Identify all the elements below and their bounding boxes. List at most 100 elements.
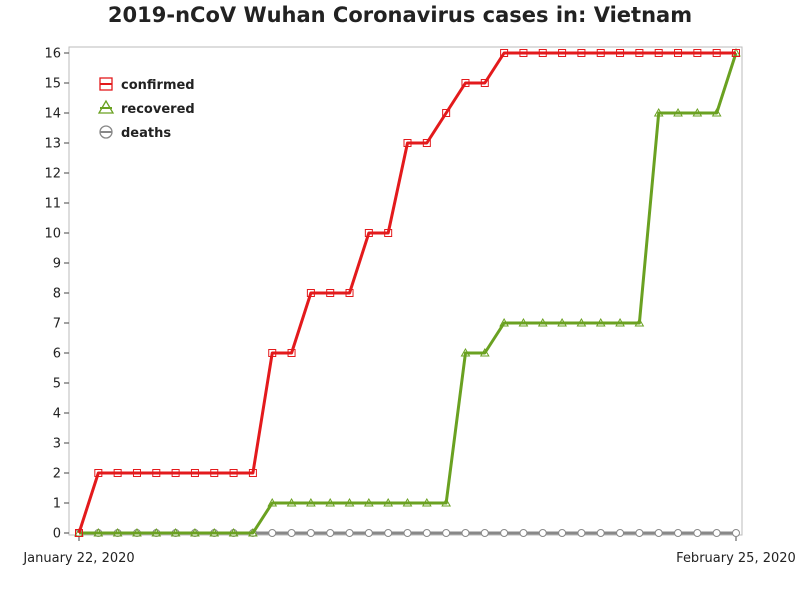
data-point-confirmed <box>403 139 412 147</box>
series-line-recovered <box>79 52 738 535</box>
legend-marker-square <box>99 77 113 91</box>
chart-title: 2019-nCoV Wuhan Coronavirus cases in: Vi… <box>108 3 692 27</box>
data-point-recovered <box>441 497 452 507</box>
data-point-recovered <box>170 527 181 537</box>
data-point-recovered <box>692 107 703 117</box>
x-axis: January 22, 2020 February 25, 2020 <box>22 535 796 566</box>
y-tick-label: 6 <box>53 347 61 362</box>
data-point-deaths <box>403 529 412 537</box>
y-tick-label: 14 <box>44 107 61 122</box>
data-point-confirmed <box>558 49 567 57</box>
legend-item-deaths: deaths <box>99 125 171 141</box>
data-point-confirmed <box>732 49 740 57</box>
legend-item-recovered: recovered <box>97 99 195 117</box>
data-point-deaths <box>364 529 373 537</box>
data-point-confirmed <box>674 49 683 57</box>
y-tick-label: 5 <box>53 377 61 392</box>
y-tick-label: 1 <box>53 497 61 512</box>
data-point-confirmed <box>654 49 663 57</box>
y-tick-label: 3 <box>53 437 61 452</box>
data-point-confirmed <box>422 139 431 147</box>
data-point-deaths <box>500 529 509 537</box>
data-point-confirmed <box>210 469 219 477</box>
data-point-deaths <box>654 529 663 537</box>
data-point-recovered <box>402 497 413 507</box>
data-point-confirmed <box>616 49 625 57</box>
data-point-confirmed <box>268 349 277 357</box>
data-point-recovered <box>209 527 220 537</box>
data-point-confirmed <box>693 49 702 57</box>
data-point-deaths <box>635 529 644 537</box>
data-point-recovered <box>673 107 683 117</box>
data-point-deaths <box>326 529 335 537</box>
data-point-deaths <box>538 529 547 537</box>
data-point-recovered <box>615 317 625 327</box>
legend-marker-circle <box>99 125 113 139</box>
series-confirmed <box>75 49 740 537</box>
data-point-recovered <box>383 497 394 507</box>
y-tick-label: 4 <box>53 407 61 422</box>
data-point-deaths <box>268 529 277 537</box>
data-point-deaths <box>732 529 740 537</box>
data-point-recovered <box>112 527 123 537</box>
legend-label-deaths: deaths <box>121 126 171 141</box>
data-point-confirmed <box>94 469 103 477</box>
data-point-recovered <box>248 527 258 537</box>
legend-item-confirmed: confirmed <box>99 77 195 93</box>
data-point-recovered <box>93 527 104 537</box>
data-point-recovered <box>132 527 142 537</box>
data-point-deaths <box>442 529 451 537</box>
data-point-recovered <box>576 317 587 327</box>
data-point-recovered <box>286 497 297 507</box>
data-point-confirmed <box>306 289 315 297</box>
data-point-deaths <box>480 529 489 537</box>
data-point-recovered <box>421 497 432 507</box>
data-point-deaths <box>596 529 605 537</box>
data-point-recovered <box>460 347 471 357</box>
data-point-deaths <box>519 529 528 537</box>
data-point-deaths <box>384 529 393 537</box>
data-point-confirmed <box>538 49 547 57</box>
y-tick-label: 11 <box>44 197 61 212</box>
data-point-confirmed <box>519 49 528 57</box>
y-tick-label: 15 <box>44 77 61 92</box>
data-point-recovered <box>267 497 278 507</box>
data-point-confirmed <box>480 79 489 87</box>
data-point-recovered <box>228 527 239 537</box>
x-tick-label-end: February 25, 2020 <box>676 551 796 566</box>
legend: confirmed recovered deaths <box>97 77 195 141</box>
data-point-recovered <box>653 107 664 117</box>
data-point-confirmed <box>345 289 354 297</box>
data-point-confirmed <box>75 529 83 537</box>
data-point-confirmed <box>364 229 373 237</box>
y-tick-label: 9 <box>53 257 61 272</box>
data-point-recovered <box>595 317 606 327</box>
data-point-confirmed <box>635 49 644 57</box>
data-point-recovered <box>151 527 162 537</box>
data-point-deaths <box>674 529 683 537</box>
data-point-recovered <box>306 497 316 507</box>
data-point-confirmed <box>190 469 199 477</box>
series-recovered <box>74 47 741 537</box>
data-point-confirmed <box>461 79 470 87</box>
data-point-recovered <box>479 347 490 357</box>
data-point-confirmed <box>113 469 122 477</box>
y-tick-label: 16 <box>44 47 61 62</box>
data-point-recovered <box>537 317 548 327</box>
y-tick-label: 7 <box>53 317 61 332</box>
y-tick-label: 8 <box>53 287 61 302</box>
data-point-recovered <box>325 497 336 507</box>
data-point-confirmed <box>171 469 180 477</box>
data-point-recovered <box>344 497 355 507</box>
y-tick-label: 10 <box>44 227 61 242</box>
y-tick-label: 2 <box>53 467 61 482</box>
data-point-confirmed <box>248 469 257 477</box>
data-point-deaths <box>345 529 354 537</box>
data-point-recovered <box>711 107 722 117</box>
data-point-recovered <box>190 527 200 537</box>
data-point-confirmed <box>326 289 335 297</box>
legend-label-recovered: recovered <box>121 102 195 117</box>
